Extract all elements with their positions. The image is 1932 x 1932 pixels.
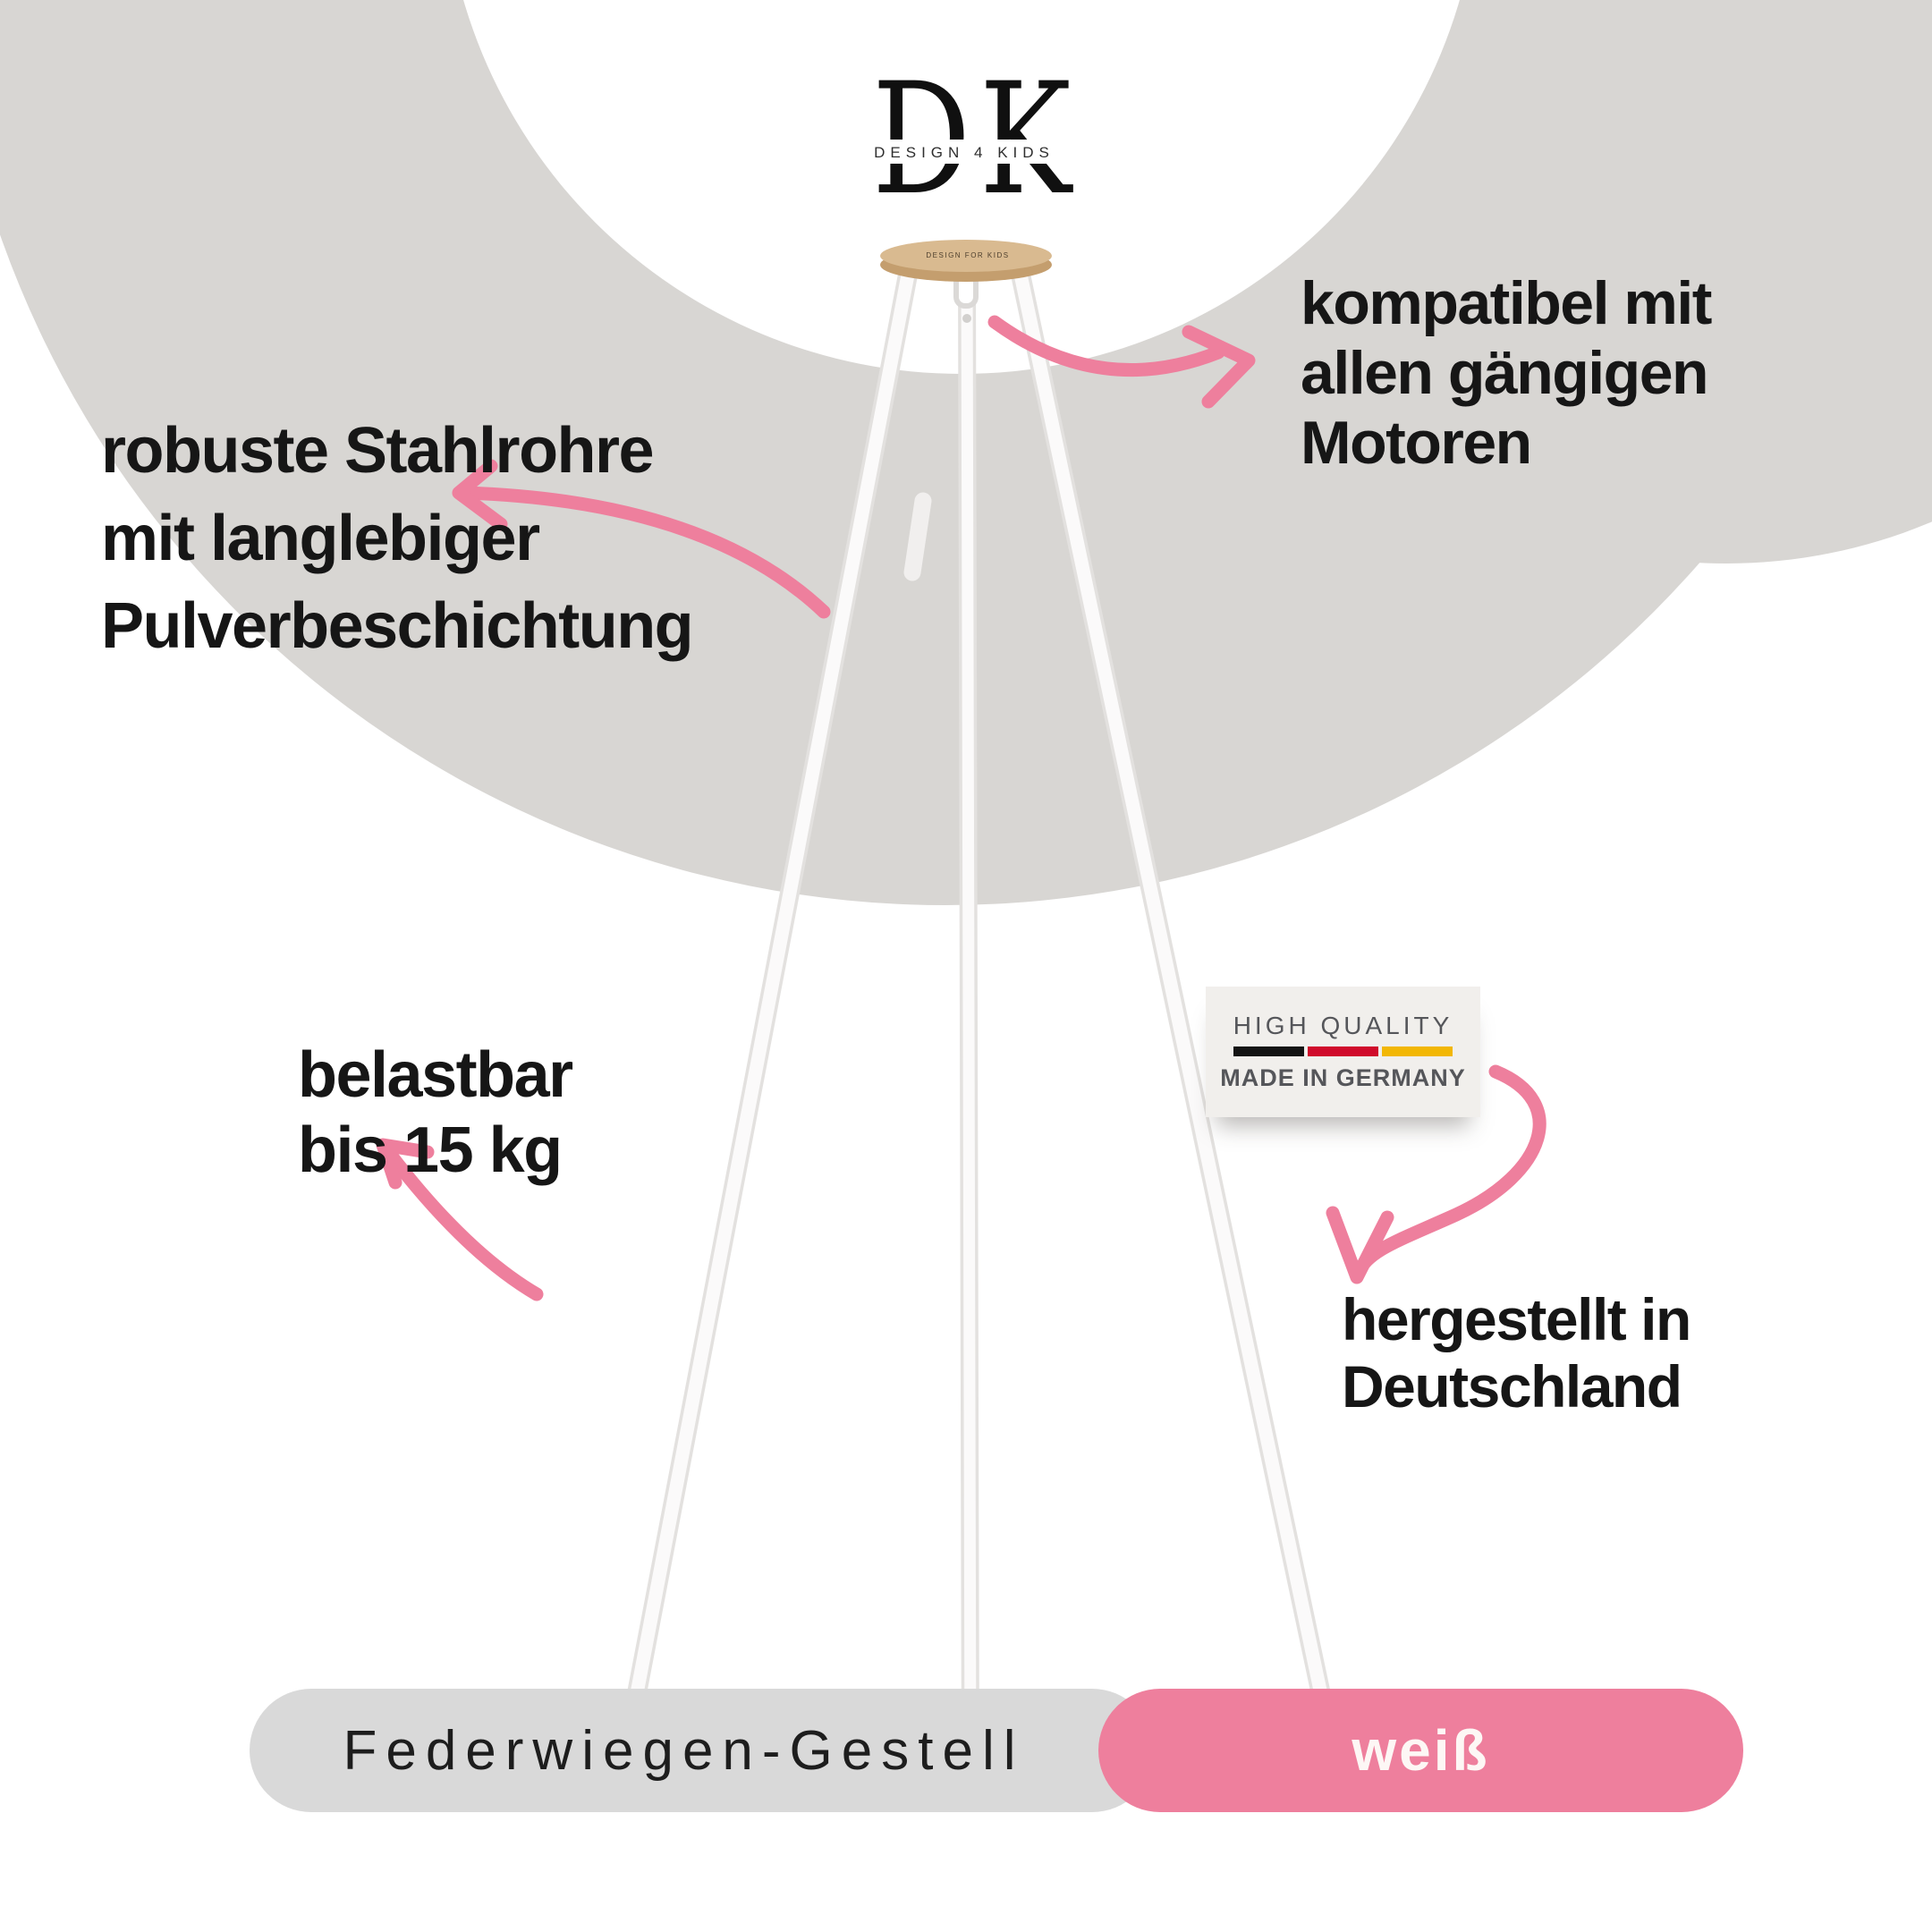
brand-monogram: DK [872, 63, 1080, 216]
color-variant-label: weiß [1352, 1718, 1490, 1783]
arrow-motors-curve [987, 315, 1225, 377]
brand-logo: DK DESIGN 4 KIDS [846, 63, 1082, 216]
arrow-origin-head [1326, 1206, 1394, 1284]
tripod-right-leg [1013, 263, 1340, 1757]
german-flag-bars [1233, 1046, 1453, 1056]
product-name-pill: Federwiegen-Gestell [250, 1689, 1154, 1812]
arrow-steel-curve [458, 486, 831, 619]
color-variant-pill: weiß [1098, 1689, 1743, 1812]
quality-badge: HIGH QUALITY MADE IN GERMANY [1206, 987, 1480, 1117]
annotation-arrows [376, 315, 1546, 1301]
tripod-legs [616, 260, 1343, 1789]
flag-bar-red [1308, 1046, 1378, 1056]
quality-badge-subtitle: MADE IN GERMANY [1220, 1064, 1466, 1091]
tripod-center-leg [961, 264, 977, 1786]
arrow-origin-curve [1351, 1064, 1546, 1281]
callout-motor-compat: kompatibel mit allen gängigen Motoren [1301, 269, 1712, 477]
flag-bar-black [1233, 1046, 1304, 1056]
tripod-left-leg-joint [903, 492, 932, 581]
arrow-load-head [376, 1138, 435, 1190]
arrow-load-curve [383, 1147, 544, 1301]
flag-bar-gold [1382, 1046, 1453, 1056]
quality-badge-title: HIGH QUALITY [1233, 1012, 1453, 1039]
tripod-left-leg [619, 263, 916, 1757]
product-name-label: Federwiegen-Gestell [343, 1719, 1025, 1782]
callout-steel-tubes: robuste Stahlrohre mit langlebiger Pulve… [101, 415, 694, 662]
wooden-disc-top [880, 240, 1052, 272]
callout-load-capacity: belastbar bis 15 kg [298, 1039, 573, 1186]
arrow-motors-head [1182, 325, 1256, 409]
logo-band [864, 140, 1068, 164]
hook-knob [962, 314, 971, 323]
brand-tagline: DESIGN 4 KIDS [874, 144, 1055, 161]
disc-engraving-label: DESIGN FOR KIDS [926, 251, 1009, 259]
arrow-steel-head [452, 459, 508, 531]
callout-made-in: hergestellt in Deutschland [1342, 1286, 1691, 1419]
